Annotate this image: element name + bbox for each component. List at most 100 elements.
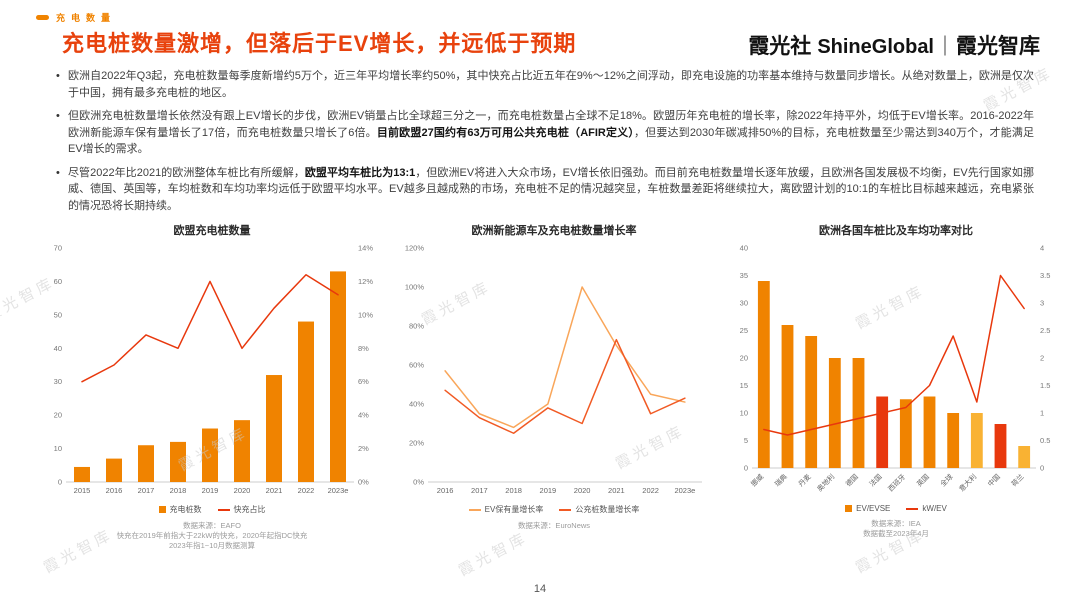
svg-text:4: 4 <box>1040 244 1044 253</box>
svg-text:2020: 2020 <box>234 486 251 495</box>
svg-text:4%: 4% <box>358 411 369 420</box>
svg-text:1.5: 1.5 <box>1040 381 1050 390</box>
svg-text:20: 20 <box>740 354 748 363</box>
svg-text:25: 25 <box>740 326 748 335</box>
source-line: 数据来源：EuroNews <box>517 521 591 530</box>
svg-text:70: 70 <box>54 244 62 253</box>
chart-growth-rates-plot: 0% 20% 40% 60% 80% 100% 120% 2016 2017 2018 2019 20… <box>405 244 702 495</box>
svg-text:2: 2 <box>1040 354 1044 363</box>
data-source: 数据来源：EAFO 快充在2019年前指大于22kW的快充，2020年起指DC快… <box>38 521 386 551</box>
chart-country-ratio-plot: 0 5 10 15 20 25 30 35 40 0 0.5 1 1.5 2 2.5 3 3.5 4 挪威 瑞典 丹麦奥… <box>740 244 1051 494</box>
chart-eu-charger-count-plot: 0 10 20 30 40 50 60 70 0% 2% 4% 6% 8% 10% 12% 14% 2015 20… <box>54 244 374 496</box>
section-tag-label: 充电数量 <box>56 13 117 23</box>
svg-text:2%: 2% <box>358 444 369 453</box>
source-line: 数据来源：IEA <box>871 519 921 528</box>
svg-text:30: 30 <box>54 377 62 386</box>
svg-text:瑞典: 瑞典 <box>773 472 789 488</box>
page-title: 充电桩数量激增，但落后于EV增长，并远低于预期 <box>62 31 577 56</box>
legend-label: kW/EV <box>922 504 947 513</box>
chart-title: 欧洲新能源车及充电桩数量增长率 <box>471 225 637 237</box>
bullet-text: 欧洲自2022年Q3起，充电桩数量每季度新增约5万个，近三年平均增长率约50%，… <box>68 70 1034 99</box>
chart-legend: 充电桩数 快充占比 <box>38 504 386 515</box>
legend-label: EV保有量增长率 <box>484 505 544 514</box>
legend-line-swatch-icon <box>559 508 572 511</box>
svg-text:2020: 2020 <box>574 486 591 495</box>
logo-en: ShineGlobal <box>817 36 934 58</box>
legend-line-swatch-icon <box>468 508 481 511</box>
svg-text:英国: 英国 <box>915 472 931 488</box>
svg-text:2023e: 2023e <box>674 486 695 495</box>
source-line: 数据来源：EAFO <box>183 521 241 530</box>
svg-text:3: 3 <box>1040 299 1044 308</box>
svg-text:20: 20 <box>54 411 62 420</box>
svg-text:2016: 2016 <box>106 486 123 495</box>
legend-line-swatch-icon <box>217 508 230 511</box>
legend-label: 公充桩数量增长率 <box>575 505 640 514</box>
legend-line-swatch-icon <box>906 507 919 510</box>
section-tag: 充电数量 <box>36 11 116 24</box>
svg-text:10: 10 <box>54 444 62 453</box>
svg-text:挪威: 挪威 <box>749 472 765 488</box>
svg-text:30: 30 <box>740 299 748 308</box>
data-source: 数据来源：EuroNews <box>394 521 714 531</box>
source-line: 数据截至2023年4月 <box>863 529 929 538</box>
svg-text:2015: 2015 <box>74 486 91 495</box>
data-source: 数据来源：IEA 数据截至2023年4月 <box>726 519 1066 539</box>
chart-eu-charger-count: 欧盟充电桩数量 0 10 20 30 40 50 60 70 0% 2% 4% 6% 8% 10% 12% 1… <box>38 222 386 551</box>
svg-text:2017: 2017 <box>471 486 488 495</box>
svg-text:0%: 0% <box>358 478 369 487</box>
svg-text:3.5: 3.5 <box>1040 271 1050 280</box>
chart-country-ratio: 欧洲各国车桩比及车均功率对比 0 5 10 15 20 25 30 35 40 0 0.5 1 1.5 2… <box>726 222 1066 539</box>
bullet-text: 但欧洲充电桩数量增长依然没有跟上EV增长的步伐，欧洲EV销量占比全球超三分之一，… <box>68 110 1034 155</box>
svg-text:35: 35 <box>740 271 748 280</box>
legend-item: kW/EV <box>906 504 947 513</box>
legend-label: EV/EVSE <box>856 504 891 513</box>
svg-text:15: 15 <box>740 381 748 390</box>
charts-row: 欧盟充电桩数量 0 10 20 30 40 50 60 70 0% 2% 4% 6% 8% 10% 12% 1… <box>0 222 1080 551</box>
legend-label: 快充占比 <box>233 505 266 514</box>
svg-text:6%: 6% <box>358 377 369 386</box>
brand-logo: 霞光社 ShineGlobal ｜ 霞光智库 <box>748 30 1040 60</box>
bullet-item: 欧洲自2022年Q3起，充电桩数量每季度新增约5万个，近三年平均增长率约50%，… <box>56 68 1034 101</box>
svg-text:40: 40 <box>740 244 748 253</box>
chart-title: 欧盟充电桩数量 <box>173 225 251 237</box>
svg-text:2.5: 2.5 <box>1040 326 1050 335</box>
svg-text:2017: 2017 <box>138 486 155 495</box>
svg-text:奥地利: 奥地利 <box>815 472 836 493</box>
source-line: 2023年指1~10月数据测算 <box>168 541 256 550</box>
svg-text:5: 5 <box>744 436 748 445</box>
svg-text:2021: 2021 <box>608 486 625 495</box>
logo-divider: ｜ <box>935 36 955 58</box>
svg-text:80%: 80% <box>409 322 424 331</box>
svg-text:10: 10 <box>740 409 748 418</box>
legend-item: 快充占比 <box>217 504 266 515</box>
svg-text:2022: 2022 <box>298 486 315 495</box>
logo-cn: 霞光社 <box>748 35 812 58</box>
svg-text:0: 0 <box>58 478 62 487</box>
legend-item: 充电桩数 <box>158 504 202 515</box>
svg-text:2019: 2019 <box>202 486 219 495</box>
svg-text:丹麦: 丹麦 <box>796 472 812 488</box>
bullet-list: 欧洲自2022年Q3起，充电桩数量每季度新增约5万个，近三年平均增长率约50%，… <box>56 68 1034 221</box>
chart-legend: EV/EVSE kW/EV <box>726 504 1066 513</box>
svg-text:8%: 8% <box>358 344 369 353</box>
svg-text:10%: 10% <box>358 310 373 319</box>
legend-bar-swatch-icon <box>158 506 166 513</box>
svg-text:德国: 德国 <box>844 472 860 488</box>
bullet-item: 但欧洲充电桩数量增长依然没有跟上EV增长的步伐，欧洲EV销量占比全球超三分之一，… <box>56 108 1034 158</box>
svg-text:全球: 全球 <box>938 472 954 488</box>
svg-text:20%: 20% <box>409 439 424 448</box>
svg-text:120%: 120% <box>405 244 425 253</box>
svg-text:西班牙: 西班牙 <box>886 472 907 493</box>
svg-text:2021: 2021 <box>266 486 283 495</box>
chart-legend: EV保有量增长率 公充桩数量增长率 <box>394 504 714 515</box>
page-number: 14 <box>533 583 547 595</box>
svg-text:2022: 2022 <box>642 486 659 495</box>
svg-text:0.5: 0.5 <box>1040 436 1050 445</box>
svg-text:40: 40 <box>54 344 62 353</box>
svg-text:12%: 12% <box>358 277 373 286</box>
bullet-text: 尽管2022年比2021的欧洲整体车桩比有所缓解，欧盟平均车桩比为13:1，但欧… <box>68 166 1034 212</box>
legend-item: EV/EVSE <box>845 504 890 513</box>
legend-item: 公充桩数量增长率 <box>559 504 639 515</box>
